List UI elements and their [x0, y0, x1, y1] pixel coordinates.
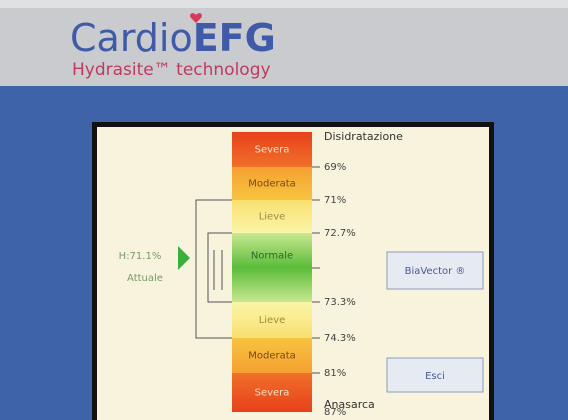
threshold-label: 69%	[324, 162, 346, 173]
screen: CardioEFG Hydrasite™ technology Severa Mo…	[0, 0, 568, 420]
tagline: Hydrasite™ technology	[72, 60, 271, 80]
exit-button[interactable]: Esci	[387, 358, 483, 392]
zone	[232, 233, 312, 302]
button-label[interactable]: Esci	[425, 371, 445, 382]
zone-label: Moderata	[248, 179, 296, 190]
bottom-label: Anasarca	[324, 398, 375, 411]
threshold-label: 81%	[324, 368, 346, 379]
zone-label: Lieve	[259, 212, 286, 223]
current-value: H:71.1%	[119, 251, 162, 262]
biavector-button[interactable]: BiaVector ®	[387, 252, 483, 289]
threshold-label: 72.7%	[324, 228, 356, 239]
zone-label: Severa	[255, 388, 290, 399]
threshold-label: 74.3%	[324, 333, 356, 344]
zone-label: Moderata	[248, 351, 296, 362]
device-screen: CardioEFG Hydrasite™ technology Severa Mo…	[0, 0, 568, 420]
zone-label: Lieve	[259, 315, 286, 326]
zone-label: Normale	[251, 251, 293, 262]
top-label: Disidratazione	[324, 130, 403, 143]
brand-light: CardioEFG	[70, 16, 276, 60]
zone-label: Severa	[255, 145, 290, 156]
threshold-label: 71%	[324, 195, 346, 206]
threshold-label: 73.3%	[324, 297, 356, 308]
current-label: Attuale	[127, 273, 163, 284]
header-edge	[0, 0, 568, 8]
button-label[interactable]: BiaVector ®	[405, 266, 466, 277]
